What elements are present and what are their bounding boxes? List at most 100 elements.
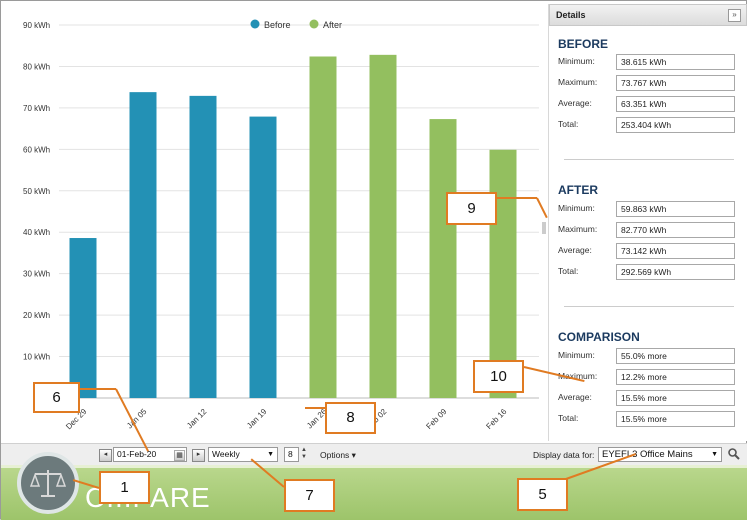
chevron-down-icon: ▼ bbox=[711, 451, 718, 458]
stat-value-field: 63.351 kWh bbox=[616, 96, 735, 112]
period-count-value: 8 bbox=[288, 449, 293, 459]
y-tick-label: 80 kWh bbox=[23, 62, 50, 71]
date-field[interactable]: 01-Feb-20 bbox=[113, 447, 187, 462]
callout-marker: 10 bbox=[473, 360, 524, 393]
stat-value-field: 38.615 kWh bbox=[616, 54, 735, 70]
stat-label: Total: bbox=[558, 413, 579, 423]
before-stat-row: Maximum: 73.767 kWh bbox=[558, 75, 738, 92]
bar-before bbox=[249, 116, 277, 398]
options-menu[interactable]: Options ▾ bbox=[320, 450, 356, 460]
count-stepper[interactable]: ▲ ▼ bbox=[301, 447, 307, 460]
stat-label: Average: bbox=[558, 245, 592, 255]
y-tick-label: 60 kWh bbox=[23, 145, 50, 154]
stat-value-field: 12.2% more bbox=[616, 369, 735, 385]
legend-label: After bbox=[323, 20, 342, 30]
before-stat-row: Average: 63.351 kWh bbox=[558, 96, 738, 113]
details-panel: Details » BEFORE Minimum: 38.615 kWh Maxim… bbox=[548, 4, 747, 441]
before-stat-row: Total: 253.404 kWh bbox=[558, 117, 738, 134]
x-tick-label: Jan 12 bbox=[185, 407, 209, 431]
after-stat-row: Minimum: 59.863 kWh bbox=[558, 201, 738, 218]
stat-value-field: 15.5% more bbox=[616, 390, 735, 406]
after-section-title: AFTER bbox=[558, 183, 598, 197]
chart-toolbar: ◂ 01-Feb-20 ▦ ▸ Weekly ▼ 8 ▲ ▼ Options ▾ … bbox=[1, 443, 747, 466]
y-tick-label: 50 kWh bbox=[23, 187, 50, 196]
stat-label: Maximum: bbox=[558, 77, 598, 87]
after-stat-row: Total: 292.569 kWh bbox=[558, 264, 738, 281]
stat-value-field: 55.0% more bbox=[616, 348, 735, 364]
period-select[interactable]: Weekly ▼ bbox=[208, 447, 278, 462]
before-section-title: BEFORE bbox=[558, 37, 609, 51]
comparison-stat-row: Minimum: 55.0% more bbox=[558, 348, 738, 365]
callout-leader-line bbox=[497, 197, 537, 199]
stat-value-field: 292.569 kWh bbox=[616, 264, 735, 280]
next-period-button[interactable]: ▸ bbox=[192, 449, 205, 462]
stat-label: Average: bbox=[558, 392, 592, 402]
bar-before bbox=[189, 95, 217, 399]
details-title: Details bbox=[556, 10, 586, 20]
y-tick-label: 90 kWh bbox=[23, 21, 50, 30]
after-stat-row: Maximum: 82.770 kWh bbox=[558, 222, 738, 239]
meter-value: EYEFI.3 Office Mains bbox=[602, 449, 693, 460]
y-tick-label: 20 kWh bbox=[23, 311, 50, 320]
section-divider bbox=[564, 159, 734, 160]
section-divider bbox=[564, 306, 734, 307]
meter-select[interactable]: EYEFI.3 Office Mains ▼ bbox=[598, 447, 722, 462]
callout-marker: 5 bbox=[517, 478, 568, 511]
panel-resize-handle bbox=[542, 222, 546, 234]
callout-leader-line bbox=[305, 407, 325, 409]
callout-leader-line bbox=[80, 388, 116, 390]
stat-value-field: 253.404 kWh bbox=[616, 117, 735, 133]
comparison-stat-row: Average: 15.5% more bbox=[558, 390, 738, 407]
details-header: Details bbox=[549, 4, 747, 26]
period-count-field[interactable]: 8 bbox=[284, 447, 299, 462]
stat-value-field: 59.863 kWh bbox=[616, 201, 735, 217]
energy-bar-chart: 10 kWh 20 kWh 30 kWh 40 kWh 50 kWh 60 kWh 70 k… bbox=[23, 19, 546, 431]
bar-before bbox=[129, 92, 157, 398]
x-tick-label: Feb 16 bbox=[484, 407, 508, 431]
date-value: 01-Feb-20 bbox=[117, 449, 157, 459]
stat-label: Maximum: bbox=[558, 371, 598, 381]
calendar-icon[interactable]: ▦ bbox=[174, 450, 185, 461]
stat-label: Minimum: bbox=[558, 203, 595, 213]
display-data-label: Display data for: bbox=[533, 450, 595, 460]
legend-swatch bbox=[250, 19, 260, 29]
stat-label: Average: bbox=[558, 98, 592, 108]
search-icon[interactable] bbox=[727, 447, 741, 461]
bar-after bbox=[369, 54, 397, 399]
previous-period-button[interactable]: ◂ bbox=[99, 449, 112, 462]
chevron-down-icon: ▼ bbox=[267, 451, 274, 458]
bar-after bbox=[309, 56, 337, 399]
collapse-panel-button[interactable]: » bbox=[728, 9, 741, 22]
bar-after bbox=[429, 119, 457, 398]
comparison-stat-row: Maximum: 12.2% more bbox=[558, 369, 738, 386]
stat-label: Total: bbox=[558, 266, 579, 276]
legend-swatch bbox=[309, 19, 319, 29]
after-stat-row: Average: 73.142 kWh bbox=[558, 243, 738, 260]
callout-marker: 1 bbox=[99, 471, 150, 504]
stat-label: Maximum: bbox=[558, 224, 598, 234]
stat-value-field: 73.767 kWh bbox=[616, 75, 735, 91]
y-tick-label: 30 kWh bbox=[23, 270, 50, 279]
callout-marker: 9 bbox=[446, 192, 497, 225]
comparison-stat-row: Total: 15.5% more bbox=[558, 411, 738, 428]
callout-marker: 8 bbox=[325, 402, 376, 434]
period-value: Weekly bbox=[212, 449, 240, 459]
callout-marker: 7 bbox=[284, 479, 335, 512]
comparison-section-title: COMPARISON bbox=[558, 330, 640, 344]
callout-marker: 6 bbox=[33, 382, 80, 413]
x-tick-label: Feb 09 bbox=[424, 407, 448, 431]
stat-value-field: 73.142 kWh bbox=[616, 243, 735, 259]
y-tick-label: 40 kWh bbox=[23, 228, 50, 237]
stat-value-field: 82.770 kWh bbox=[616, 222, 735, 238]
bar-after bbox=[489, 149, 517, 398]
before-stat-row: Minimum: 38.615 kWh bbox=[558, 54, 738, 71]
scales-logo-icon bbox=[17, 452, 79, 514]
bar-before bbox=[69, 238, 97, 398]
stat-value-field: 15.5% more bbox=[616, 411, 735, 427]
y-tick-label: 70 kWh bbox=[23, 104, 50, 113]
legend-label: Before bbox=[264, 20, 291, 30]
y-tick-label: 10 kWh bbox=[23, 353, 50, 362]
stat-label: Minimum: bbox=[558, 350, 595, 360]
stat-label: Minimum: bbox=[558, 56, 595, 66]
